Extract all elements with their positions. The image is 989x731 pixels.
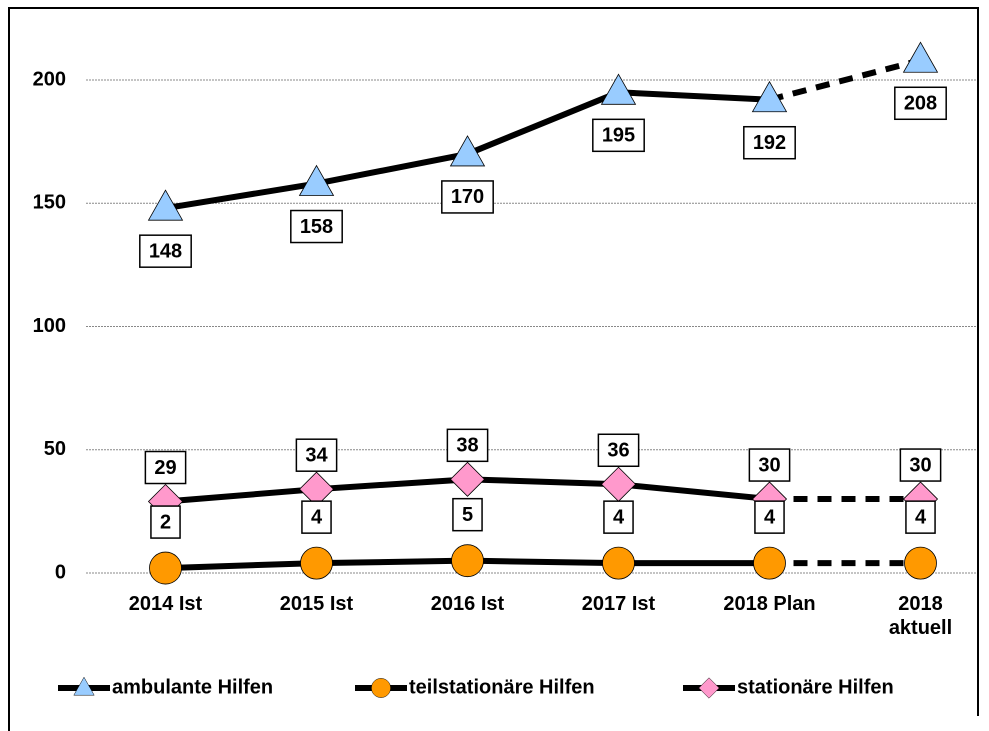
- data-label: 170: [451, 186, 484, 208]
- y-tick-label: 200: [33, 68, 66, 90]
- data-label: 34: [305, 444, 328, 466]
- marker: [451, 544, 484, 578]
- data-label: 158: [300, 216, 333, 238]
- x-tick-label: 2018 aktuell: [888, 593, 953, 639]
- data-label: 36: [607, 440, 629, 462]
- data-label-box: [754, 500, 785, 534]
- data-label: 30: [909, 454, 931, 476]
- legend-marker: [371, 678, 391, 698]
- x-tick-label: 2018 Plan: [723, 593, 816, 615]
- data-label-box: [290, 209, 343, 244]
- data-label-box: [743, 125, 796, 160]
- data-label-box: [603, 500, 634, 534]
- marker: [600, 73, 637, 105]
- marker: [300, 546, 333, 580]
- x-tick-label: 2014 Ist: [128, 593, 203, 615]
- y-tick-label: 50: [44, 438, 66, 460]
- data-label: 4: [311, 506, 323, 528]
- data-label-box: [295, 438, 338, 472]
- data-label-box: [139, 234, 192, 268]
- data-label-box: [748, 448, 791, 482]
- data-label-box: [597, 433, 640, 468]
- marker: [298, 164, 335, 196]
- data-label: 4: [915, 506, 927, 528]
- data-label-box: [144, 450, 187, 485]
- series-line: [768, 57, 922, 103]
- y-tick-label: 100: [33, 315, 66, 337]
- data-label: 148: [149, 240, 182, 262]
- legend-label: ambulante Hilfen: [112, 676, 273, 698]
- marker: [449, 135, 486, 167]
- x-tick-label: 2017 Ist: [581, 593, 656, 615]
- legend-label: teilstationäre Hilfen: [409, 676, 595, 698]
- data-label: 38: [456, 435, 478, 457]
- data-label: 192: [753, 132, 786, 154]
- marker: [147, 189, 184, 221]
- marker: [753, 546, 786, 580]
- y-tick-label: 0: [55, 561, 66, 583]
- data-label-box: [452, 497, 483, 532]
- data-label-box: [894, 86, 947, 121]
- data-label: 2: [160, 511, 171, 533]
- data-label: 5: [462, 504, 473, 526]
- data-label-box: [592, 118, 645, 153]
- data-label: 29: [154, 457, 176, 479]
- marker: [902, 41, 939, 73]
- data-label-box: [441, 180, 494, 214]
- data-label-box: [905, 500, 936, 534]
- legend-label: stationäre Hilfen: [737, 676, 894, 698]
- marker: [149, 551, 182, 585]
- data-label-box: [446, 428, 489, 463]
- marker: [602, 546, 635, 580]
- legend-marker: [73, 676, 95, 696]
- marker: [904, 546, 937, 580]
- data-label-box: [301, 500, 332, 534]
- marker: [751, 80, 788, 113]
- data-label: 4: [764, 506, 776, 528]
- legend-marker: [698, 677, 720, 699]
- y-tick-label: 150: [33, 192, 66, 214]
- x-tick-label: 2016 Ist: [430, 593, 505, 615]
- data-label-box: [899, 448, 942, 482]
- data-label: 195: [602, 125, 635, 147]
- marker: [600, 466, 637, 502]
- x-tick-label: 2015 Ist: [279, 593, 354, 615]
- data-label: 4: [613, 506, 625, 528]
- data-label: 30: [758, 454, 780, 476]
- data-label-box: [150, 505, 181, 539]
- frame: [8, 7, 979, 731]
- data-label: 208: [904, 93, 937, 115]
- marker: [449, 461, 486, 497]
